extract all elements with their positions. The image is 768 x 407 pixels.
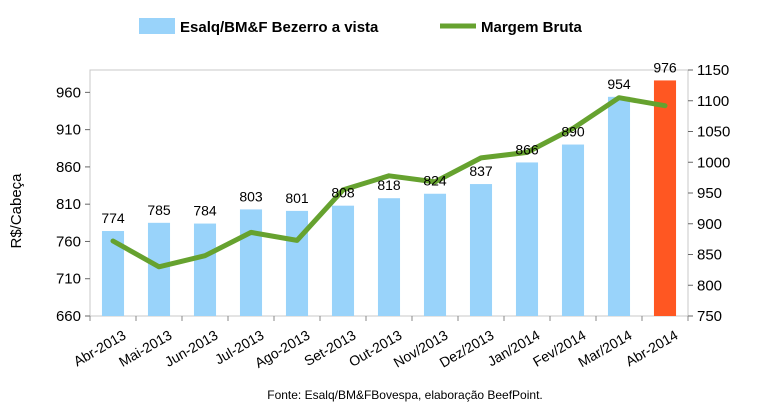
bar-data-label: 866	[515, 141, 539, 157]
y2-tick-label: 950	[697, 185, 722, 202]
bar-data-label: 803	[239, 188, 263, 204]
legend: Esalq/BM&F Bezerro a vista Margem Bruta	[139, 18, 583, 36]
x-tick-label: Abr-2014	[623, 327, 681, 370]
y-tick-label: 810	[56, 196, 81, 213]
bar	[147, 222, 171, 316]
y-tick-label: 910	[56, 122, 81, 139]
y2-tick-label: 750	[697, 308, 722, 325]
y-axis-title: R$/Cabeça	[8, 173, 25, 249]
y2-tick-label: 850	[697, 247, 722, 264]
bar-data-label: 801	[285, 190, 309, 206]
y2-tick-label: 1050	[697, 124, 730, 141]
bar	[331, 205, 355, 316]
y2-tick-label: 1000	[697, 154, 730, 171]
source-note: Fonte: Esalq/BM&FBovespa, elaboração Bee…	[267, 388, 543, 402]
y-tick-label: 960	[56, 84, 81, 101]
y-tick-label: 710	[56, 271, 81, 288]
plot-area: 660 710 760 810 860 910 960 750 800 850 900 950 1000…	[56, 59, 730, 371]
bar-data-label: 890	[561, 124, 585, 140]
bar-data-label: 976	[653, 59, 677, 75]
y-tick-label: 860	[56, 159, 81, 176]
bar-data-label: 808	[331, 185, 355, 201]
bar	[653, 80, 677, 316]
legend-swatch-bar	[139, 18, 175, 34]
bar-data-label: 785	[147, 202, 171, 218]
y2-tick-label: 1150	[697, 62, 729, 79]
y-tick-label: 760	[56, 233, 81, 250]
bar	[193, 223, 217, 316]
bar	[469, 184, 493, 316]
legend-label-bar: Esalq/BM&F Bezerro a vista	[180, 19, 379, 36]
bar-data-label: 818	[377, 177, 401, 193]
bar	[101, 231, 125, 316]
bar-data-label: 774	[101, 210, 125, 226]
bar	[607, 96, 631, 316]
legend-label-line: Margem Bruta	[481, 19, 583, 36]
bar	[515, 162, 539, 316]
y2-tick-label: 1100	[697, 93, 729, 110]
bar	[239, 209, 263, 316]
bar	[561, 144, 585, 316]
bar-data-label: 954	[607, 76, 631, 92]
y2-tick-label: 800	[697, 277, 722, 294]
bar-data-label: 837	[469, 163, 493, 179]
bar-data-label: 784	[193, 203, 217, 219]
x-tick-label: Jun-2013	[162, 327, 221, 370]
bar	[423, 193, 447, 316]
y2-tick-label: 900	[697, 216, 722, 233]
line-margem-bruta	[110, 95, 668, 270]
bar	[285, 210, 309, 316]
bar-data-label: 824	[423, 173, 447, 189]
y-tick-label: 660	[56, 308, 81, 325]
bar	[377, 198, 401, 316]
